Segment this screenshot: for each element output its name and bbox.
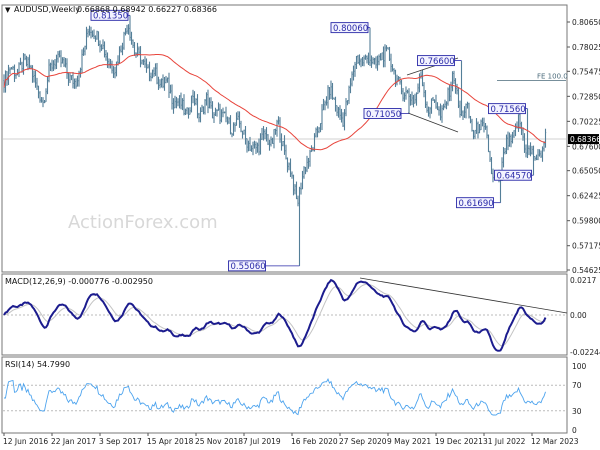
x-tick-label: 19 Dec 2021 bbox=[435, 437, 483, 446]
y-tick-label: 0.62425 bbox=[572, 192, 600, 201]
pivot-label: 0.55060 bbox=[231, 262, 266, 272]
x-tick-label: 22 Jan 2017 bbox=[51, 437, 96, 446]
y-tick-label: 0.70225 bbox=[572, 117, 600, 126]
macd-series bbox=[3, 277, 568, 352]
x-tick-label: 27 Sep 2020 bbox=[339, 437, 387, 446]
x-tick-label: 16 Feb 2020 bbox=[291, 437, 338, 446]
y-tick-label: 0.67600 bbox=[572, 142, 600, 151]
y-tick-label: 0.80650 bbox=[572, 18, 600, 27]
macd-trendline bbox=[359, 277, 568, 314]
chart-title: AUDUSD,Weekly bbox=[14, 5, 80, 14]
pivot-label: 0.81350 bbox=[93, 12, 128, 22]
y-tick-label: 0.59800 bbox=[572, 217, 600, 226]
macd-header: MACD(12,26,9) -0.000776 -0.002950 bbox=[5, 277, 153, 286]
moving-average bbox=[3, 53, 546, 151]
x-tick-label: 9 May 2021 bbox=[387, 437, 431, 446]
channel-lower-trendline bbox=[407, 112, 459, 133]
rsi-tick-label: 0 bbox=[572, 426, 577, 435]
pivot-label-box bbox=[228, 260, 266, 272]
y-tick-label: 0.75475 bbox=[572, 67, 600, 76]
annotations: FE 100.0 0.81350 0.55060 0.80060 0.71050 0.76… bbox=[90, 9, 568, 272]
pivot-label-box bbox=[494, 169, 532, 181]
last-price-label: 0.68366 bbox=[570, 135, 600, 144]
pivot-label: 0.76600 bbox=[420, 57, 455, 67]
price-bars bbox=[3, 15, 547, 266]
macd-main-line bbox=[3, 278, 547, 352]
y-tick-label: 0.65050 bbox=[572, 167, 600, 176]
pivot-label-box bbox=[417, 55, 455, 67]
x-tick-label: 31 Jul 2022 bbox=[483, 437, 526, 446]
pivot-label-box bbox=[90, 9, 129, 21]
macd-signal-line bbox=[3, 283, 546, 347]
x-tick-label: 7 Jul 2019 bbox=[243, 437, 281, 446]
pivot-label: 0.71050 bbox=[366, 110, 401, 120]
y-tick-label: 0.78025 bbox=[572, 43, 600, 52]
rsi-series bbox=[3, 378, 566, 416]
last-price-box bbox=[568, 134, 599, 145]
x-tick-label: 12 Mar 2023 bbox=[531, 437, 579, 446]
x-tick-label: 12 Jun 2016 bbox=[3, 437, 48, 446]
price-panel bbox=[1, 4, 568, 273]
rsi-tick-label: 30 bbox=[572, 407, 582, 416]
fe-label: FE 100.0 bbox=[537, 73, 568, 81]
pivot-label: 0.61690 bbox=[459, 199, 494, 209]
y-tick-label: 0.54625 bbox=[572, 266, 600, 275]
rsi-tick-label: 70 bbox=[572, 381, 582, 390]
x-tick-label: 3 Sep 2017 bbox=[99, 437, 142, 446]
watermark: ActionForex.com bbox=[68, 212, 218, 233]
rsi-header: RSI(14) 54.7990 bbox=[5, 360, 70, 369]
pivot-label: 0.71560 bbox=[491, 105, 526, 115]
x-tick-label: 15 Apr 2018 bbox=[147, 437, 194, 446]
pivot-label-box bbox=[456, 197, 494, 209]
ma-line bbox=[3, 53, 546, 151]
x-tick-label: 25 Nov 2018 bbox=[195, 437, 243, 446]
rsi-panel bbox=[1, 356, 568, 434]
macd-panel bbox=[1, 273, 568, 356]
dropdown-triangle-icon[interactable]: ▼ bbox=[5, 6, 11, 14]
macd-tick-label: 0.0217 bbox=[570, 276, 596, 285]
macd-tick-label: 0.00 bbox=[570, 311, 587, 320]
y-tick-label: 0.57175 bbox=[572, 242, 600, 251]
rsi-tick-label: 100 bbox=[572, 362, 587, 371]
macd-tick-label: -0.022445 bbox=[570, 348, 600, 357]
pivot-label-box bbox=[330, 22, 369, 34]
ohlc-readout: 0.66868 0.68942 0.66227 0.68366 bbox=[77, 5, 217, 14]
pivot-label-box bbox=[363, 108, 402, 119]
y-tick-label: 0.72850 bbox=[572, 92, 600, 101]
rsi-line bbox=[4, 378, 546, 416]
pivot-label: 0.64570 bbox=[497, 172, 532, 182]
pivot-label-box bbox=[488, 103, 526, 115]
pivot-label: 0.80060 bbox=[333, 24, 368, 34]
